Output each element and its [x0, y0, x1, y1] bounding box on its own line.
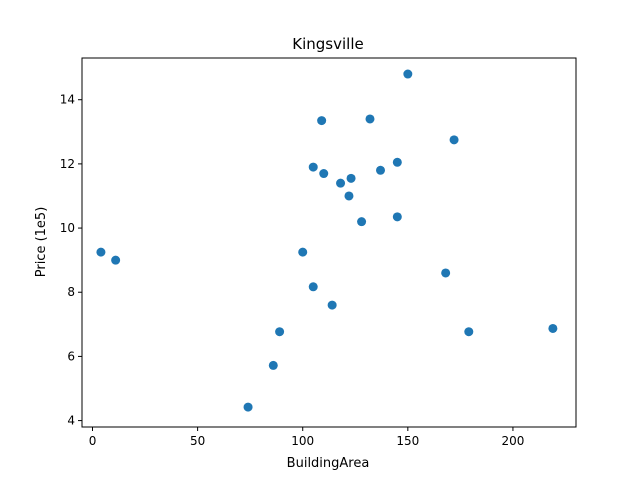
y-tick-label: 4: [67, 414, 75, 428]
chart-title: Kingsville: [292, 35, 363, 53]
scatter-point: [268, 360, 278, 370]
x-tick-label: 0: [89, 434, 97, 448]
scatter-point: [441, 268, 451, 278]
scatter-point: [298, 247, 308, 257]
scatter-point: [548, 323, 558, 333]
y-axis-label: Price (1e5): [34, 207, 49, 278]
y-tick-label: 6: [67, 349, 75, 363]
plot-frame: [81, 57, 577, 428]
scatter-point: [365, 114, 375, 124]
scatter-point: [275, 327, 285, 337]
scatter-point: [243, 402, 253, 412]
x-tick-label: 50: [190, 434, 205, 448]
scatter-point: [319, 169, 329, 179]
x-axis-label: BuildingArea: [287, 456, 370, 471]
scatter-point: [344, 191, 354, 201]
scatter-point: [357, 217, 367, 227]
scatter-point: [346, 173, 356, 183]
scatter-point: [403, 69, 413, 79]
scatter-point: [96, 247, 106, 257]
x-axis-ticks: 0 50 100 150 200: [89, 427, 524, 448]
x-tick-label: 150: [396, 434, 419, 448]
scatter-point: [336, 178, 346, 188]
x-tick-label: 200: [501, 434, 524, 448]
scatter-point: [308, 282, 318, 292]
scatter-point: [449, 135, 459, 145]
y-tick-label: 8: [67, 285, 75, 299]
scatter-point: [317, 116, 327, 126]
points-layer: [96, 69, 558, 412]
scatter-point: [308, 162, 318, 172]
scatter-point: [327, 300, 337, 310]
x-tick-label: 100: [291, 434, 314, 448]
scatter-point: [392, 212, 402, 222]
scatter-point: [392, 157, 402, 167]
y-axis-ticks: 4 6 8 10 12 14: [60, 93, 82, 428]
y-tick-label: 12: [60, 157, 75, 171]
y-tick-label: 10: [60, 221, 75, 235]
scatter-point: [376, 165, 386, 175]
y-tick-label: 14: [60, 93, 75, 107]
plot-area: [82, 58, 576, 427]
scatter-point: [464, 327, 474, 337]
scatter-point: [111, 255, 121, 265]
